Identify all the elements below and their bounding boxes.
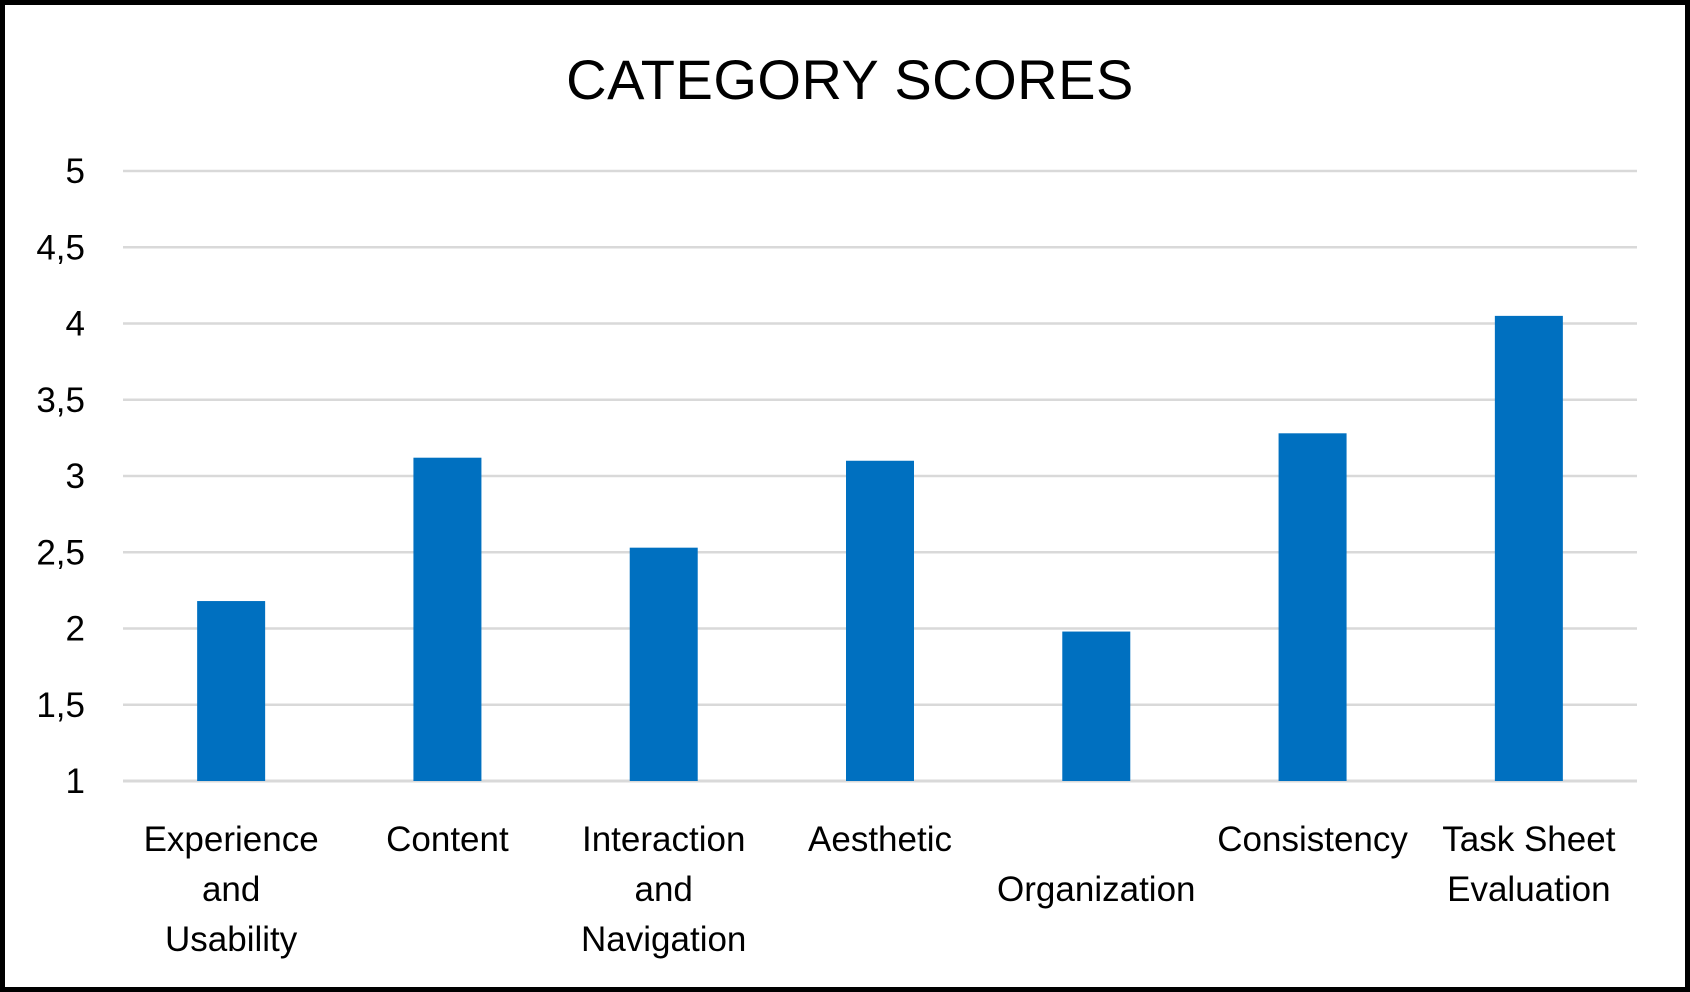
bar	[413, 457, 482, 781]
y-tick-label: 1,5	[36, 686, 85, 725]
x-tick-label: Organization	[997, 870, 1195, 909]
x-tick-label: Content	[386, 820, 509, 859]
bar	[1278, 433, 1347, 781]
y-tick-label: 4,5	[36, 228, 85, 267]
bar	[1494, 315, 1563, 781]
y-tick-label: 2	[66, 610, 85, 649]
y-tick-label: 1	[66, 762, 85, 801]
y-axis-tick-labels: 1 1,5 2 2,5 3 3,5 4 4,5 5	[36, 152, 85, 801]
x-tick-label: and	[202, 870, 260, 909]
x-tick-label: Evaluation	[1447, 870, 1610, 909]
x-axis-tick-labels: Experience and Usability Content Interaction…	[144, 820, 1616, 959]
x-tick-label: Consistency	[1217, 820, 1408, 859]
y-tick-label: 2,5	[36, 533, 85, 572]
x-tick-label: Interaction	[582, 820, 745, 859]
x-tick-label: Aesthetic	[808, 820, 952, 859]
x-tick-label: Experience	[144, 820, 319, 859]
bar	[197, 601, 266, 781]
bar	[1062, 631, 1131, 781]
bar	[629, 547, 698, 781]
bar	[846, 460, 914, 781]
x-tick-label: Usability	[165, 920, 298, 959]
chart-title: CATEGORY SCORES	[566, 48, 1134, 111]
y-tick-label: 4	[66, 305, 85, 344]
bar-chart-plot: 1 1,5 2 2,5 3 3,5 4 4,5 5 Experience and Usability…	[36, 152, 1637, 959]
x-tick-label: Task Sheet	[1442, 820, 1615, 859]
y-tick-label: 3	[66, 457, 85, 496]
x-tick-label: Navigation	[581, 920, 746, 959]
y-tick-label: 3,5	[36, 381, 85, 420]
bars	[197, 315, 1563, 781]
x-tick-label: and	[635, 870, 693, 909]
y-tick-label: 5	[66, 152, 85, 191]
